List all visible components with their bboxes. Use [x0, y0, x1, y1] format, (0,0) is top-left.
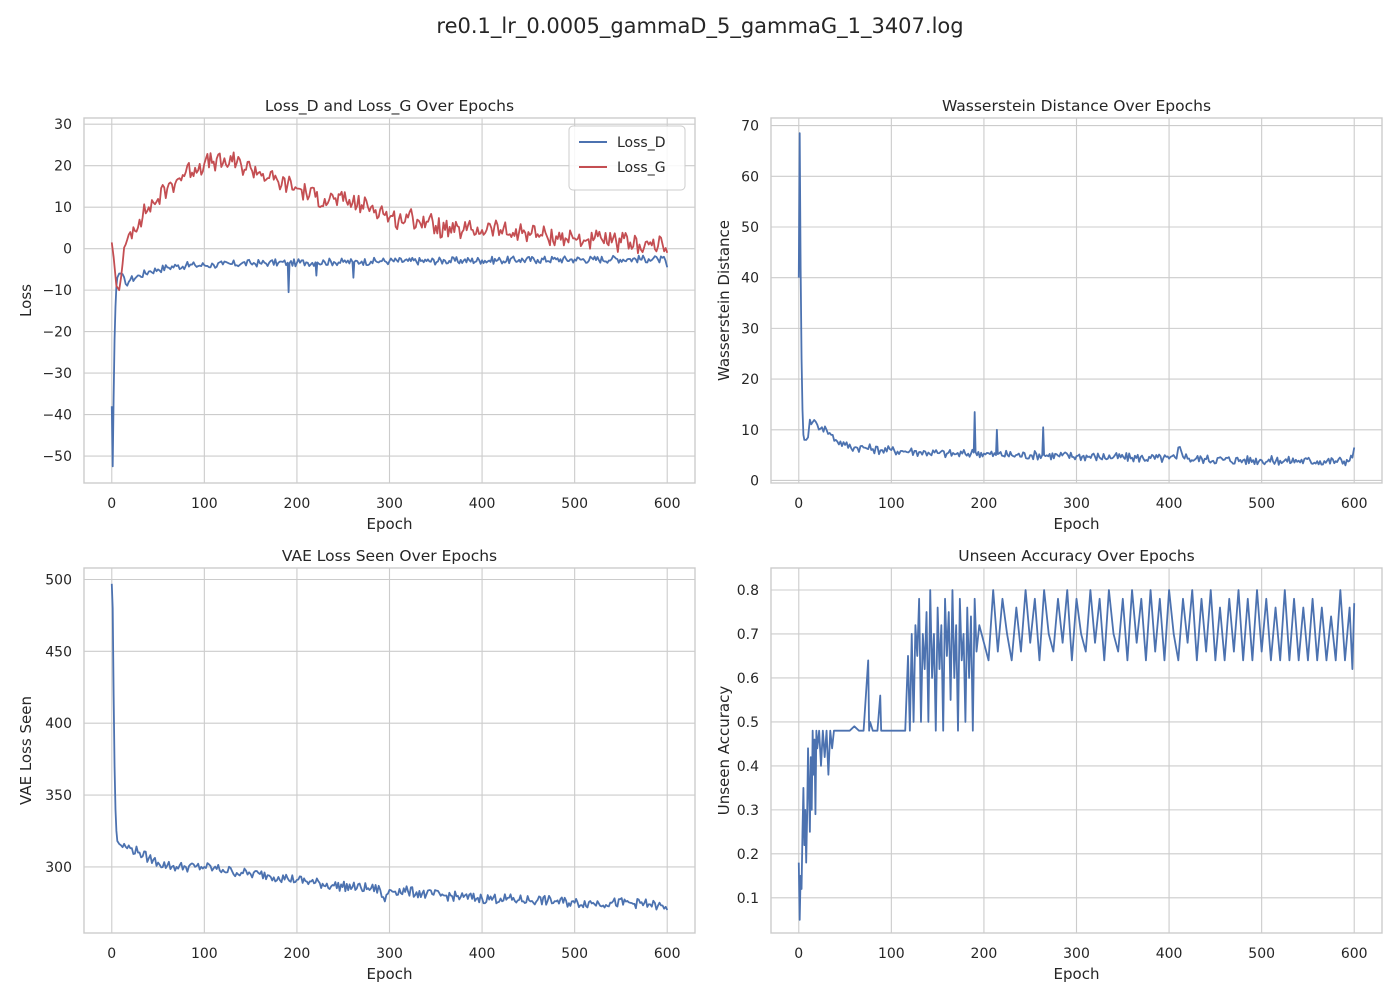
x-tick-label: 100 [191, 946, 218, 962]
y-tick-label: −10 [42, 283, 72, 299]
chart-panel-3: 0 100 200 300 400 500 600 300 350 400 450 500 VAE Lo… [17, 547, 696, 983]
y-tick-label: 30 [54, 117, 72, 133]
chart-panel-2: 0 100 200 300 400 500 600 0 10 20 30 40 50 60 70 Wasser… [715, 97, 1383, 533]
chart-title: Unseen Accuracy Over Epochs [958, 547, 1195, 565]
x-tick-label: 300 [376, 496, 403, 512]
x-axis-label: Epoch [1054, 515, 1100, 533]
plot-frame [83, 567, 696, 934]
x-tick-label: 400 [469, 496, 496, 512]
y-tick-label: 0 [750, 473, 759, 489]
y-tick-label: 0.3 [737, 803, 759, 819]
y-tick-label: 10 [54, 200, 72, 216]
x-tick-label: 400 [1156, 946, 1183, 962]
x-tick-label: 200 [971, 946, 998, 962]
x-axis-label: Epoch [367, 965, 413, 983]
y-tick-label: −30 [42, 366, 72, 382]
y-tick-label: 60 [741, 169, 759, 185]
page-title: re0.1_lr_0.0005_gammaD_5_gammaG_1_3407.l… [436, 14, 964, 38]
series-line-main [110, 583, 669, 911]
legend: Loss_D Loss_G [568, 125, 686, 191]
y-tick-label: 0.7 [737, 627, 759, 643]
x-axis-label: Epoch [1054, 965, 1100, 983]
y-tick-label: 0.1 [737, 891, 759, 907]
x-tick-label: 200 [284, 496, 311, 512]
x-tick-label: 500 [1248, 496, 1275, 512]
chart-title: VAE Loss Seen Over Epochs [282, 547, 497, 565]
x-tick-label: 200 [284, 946, 311, 962]
x-tick-label: 0 [107, 496, 116, 512]
y-tick-label: 20 [741, 372, 759, 388]
x-tick-label: 100 [191, 496, 218, 512]
y-tick-label: 0.4 [737, 759, 759, 775]
y-tick-label: 500 [45, 572, 72, 588]
y-tick-label: 350 [45, 788, 72, 804]
y-tick-label: −40 [42, 408, 72, 424]
y-tick-label: 10 [741, 423, 759, 439]
x-tick-label: 300 [1063, 496, 1090, 512]
y-tick-label: 0.8 [737, 583, 759, 599]
series-line-loss-g [110, 151, 669, 292]
y-tick-label: 20 [54, 159, 72, 175]
x-tick-label: 500 [561, 496, 588, 512]
x-tick-label: 300 [376, 946, 403, 962]
x-tick-label: 100 [878, 946, 905, 962]
y-tick-label: 0.2 [737, 847, 759, 863]
y-tick-label: 30 [741, 321, 759, 337]
series-line-main [797, 589, 1356, 921]
chart-panel-1: 0 100 200 300 400 500 600 −50 −40 −30 −20 −10 0 10 20 3… [17, 97, 696, 533]
x-tick-label: 0 [107, 946, 116, 962]
x-tick-label: 0 [794, 946, 803, 962]
x-tick-label: 600 [1341, 946, 1368, 962]
y-tick-label: 70 [741, 119, 759, 135]
x-tick-label: 100 [878, 496, 905, 512]
y-tick-label: 0.6 [737, 671, 759, 687]
x-axis-label: Epoch [367, 515, 413, 533]
y-axis-label: Wasserstein Distance [715, 220, 733, 381]
x-tick-label: 300 [1063, 946, 1090, 962]
x-tick-label: 0 [794, 496, 803, 512]
chart-panel-4: 0 100 200 300 400 500 600 0.1 0.2 0.3 0.4 0.5 0.6 0.7… [715, 547, 1383, 983]
y-tick-label: 300 [45, 860, 72, 876]
y-axis-label: Unseen Accuracy [715, 686, 733, 816]
x-tick-label: 600 [654, 496, 681, 512]
chart-title: Wasserstein Distance Over Epochs [942, 97, 1211, 115]
y-tick-label: 450 [45, 644, 72, 660]
x-tick-label: 600 [1341, 496, 1368, 512]
series-line-loss-d [110, 254, 669, 468]
chart-title: Loss_D and Loss_G Over Epochs [265, 97, 514, 116]
y-tick-label: 50 [741, 220, 759, 236]
y-axis-label: VAE Loss Seen [17, 696, 35, 805]
x-tick-label: 200 [971, 496, 998, 512]
plot-frame [770, 117, 1383, 484]
y-tick-label: −50 [42, 449, 72, 465]
plot-frame [770, 567, 1383, 934]
legend-label: Loss_G [617, 160, 666, 176]
x-tick-label: 600 [654, 946, 681, 962]
y-tick-label: −20 [42, 325, 72, 341]
series-line-main [797, 132, 1356, 467]
x-tick-label: 400 [1156, 496, 1183, 512]
y-tick-label: 40 [741, 271, 759, 287]
y-axis-label: Loss [17, 284, 35, 317]
y-tick-label: 400 [45, 716, 72, 732]
y-tick-label: 0 [63, 242, 72, 258]
y-tick-label: 0.5 [737, 715, 759, 731]
x-tick-label: 500 [1248, 946, 1275, 962]
plot-frame [83, 117, 696, 484]
x-tick-label: 500 [561, 946, 588, 962]
x-tick-label: 400 [469, 946, 496, 962]
legend-label: Loss_D [617, 135, 666, 151]
